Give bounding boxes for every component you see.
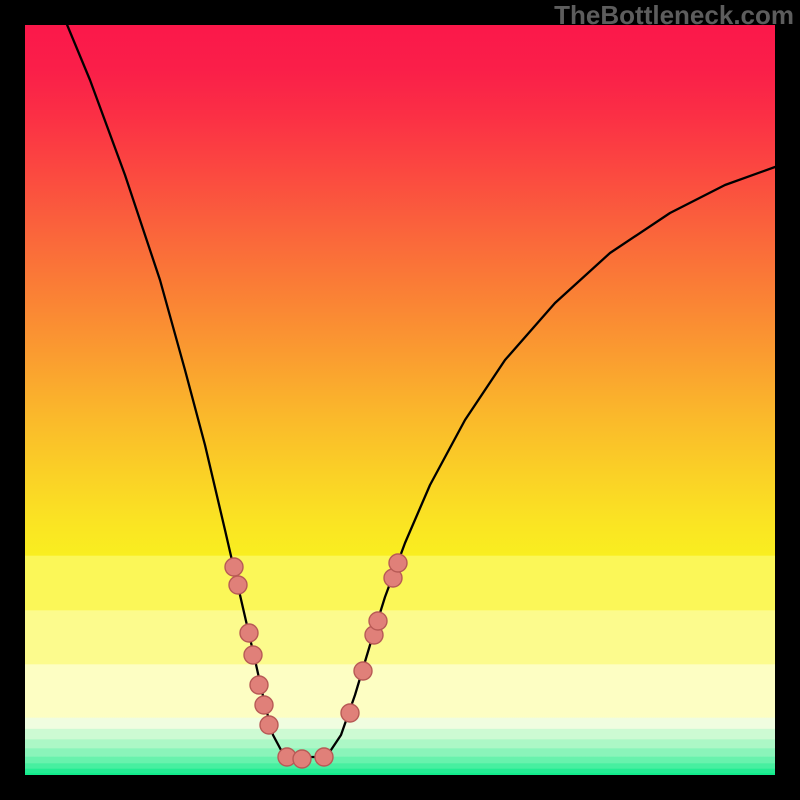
data-marker — [354, 662, 372, 680]
data-marker — [341, 704, 359, 722]
data-marker — [255, 696, 273, 714]
chart-frame: TheBottleneck.com — [0, 0, 800, 800]
chart-background — [25, 25, 775, 775]
data-marker — [369, 612, 387, 630]
data-marker — [389, 554, 407, 572]
watermark-label: TheBottleneck.com — [554, 0, 794, 31]
bottleneck-chart — [25, 25, 775, 775]
data-marker — [315, 748, 333, 766]
data-marker — [250, 676, 268, 694]
data-marker — [240, 624, 258, 642]
data-marker — [260, 716, 278, 734]
data-marker — [293, 750, 311, 768]
data-marker — [225, 558, 243, 576]
data-marker — [229, 576, 247, 594]
data-marker — [244, 646, 262, 664]
